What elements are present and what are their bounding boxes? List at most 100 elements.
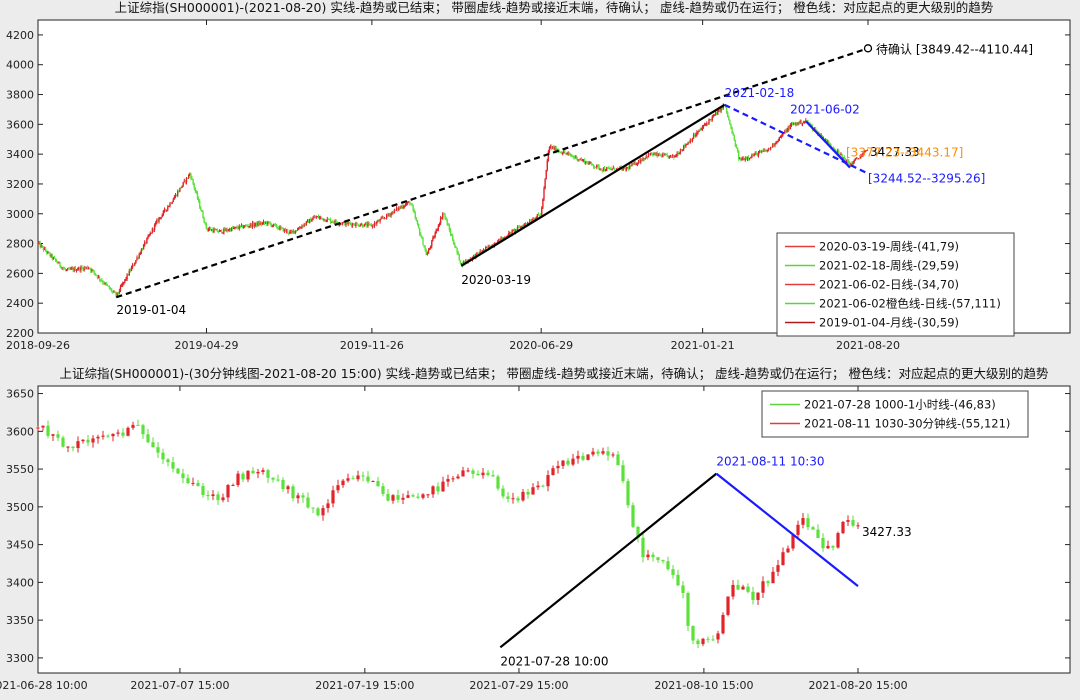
annotation-label: [3244.52--3295.26] (868, 172, 985, 186)
price-candle-body (416, 496, 420, 498)
price-candle-body (728, 116, 730, 120)
trend-line (805, 120, 851, 169)
price-candle-body (437, 225, 440, 230)
price-candle-body (127, 274, 129, 276)
price-candle-body (811, 527, 815, 530)
price-candle-body (512, 230, 514, 232)
price-candle-body (866, 149, 869, 151)
price-candle-body (177, 191, 179, 196)
price-candle-body (86, 267, 89, 269)
price-candle-body (112, 291, 114, 293)
price-candle-body (356, 475, 360, 480)
price-candle-body (768, 148, 771, 150)
price-candle-body (181, 185, 183, 188)
price-candle-body (201, 486, 205, 495)
price-candle-body (257, 222, 259, 226)
price-candle-body (590, 162, 592, 164)
price-candle-body (89, 268, 91, 270)
price-candle-body (67, 268, 69, 270)
price-candle-body (569, 153, 572, 156)
price-candle-body (98, 276, 101, 280)
price-candle-body (136, 257, 138, 261)
price-candle-body (378, 220, 380, 222)
price-candle-body (780, 136, 783, 138)
price-candle-body (296, 229, 299, 231)
price-candle-body (276, 224, 278, 228)
price-candle-body (565, 153, 567, 155)
legend-box (776, 232, 1015, 337)
price-candle-body (746, 586, 750, 592)
price-candle-body (261, 470, 265, 472)
price-candle-body (221, 230, 223, 233)
price-candle-body (380, 217, 382, 220)
price-candle-body (683, 145, 685, 150)
price-candle-body (294, 230, 297, 233)
price-candle-body (773, 143, 775, 146)
price-candle-body (424, 247, 426, 251)
price-candle-body (139, 253, 141, 255)
price-candle-body (560, 152, 563, 154)
price-candle-body (116, 292, 118, 296)
price-candle-body (422, 238, 424, 246)
price-candle-body (369, 223, 371, 225)
price-candle-body (312, 218, 314, 220)
price-candle-body (315, 216, 317, 218)
y-tick-label: 3300 (6, 652, 34, 665)
price-candle-body (59, 262, 61, 267)
price-candle-body (147, 236, 149, 239)
price-candle-body (420, 234, 422, 237)
price-candle-body (71, 268, 73, 270)
price-candle-body (709, 119, 711, 121)
price-candle-body (349, 223, 352, 225)
price-candle-body (86, 439, 90, 443)
price-candle-body (81, 267, 83, 269)
price-candle-body (458, 253, 460, 261)
price-candle-body (186, 478, 190, 484)
price-candle-body (738, 151, 740, 159)
price-candle-body (376, 222, 378, 224)
y-tick-label: 3550 (6, 463, 34, 476)
price-candle-body (654, 154, 656, 156)
price-candle-body (427, 249, 430, 254)
price-candle-body (346, 221, 348, 225)
price-candle-body (57, 262, 59, 264)
price-candle-body (521, 226, 523, 228)
price-candle-body (506, 496, 510, 499)
price-candle-body (700, 128, 702, 130)
price-candle-body (731, 127, 733, 134)
x-tick-label: 2018-09-26 (6, 339, 70, 352)
price-candle-body (305, 221, 308, 225)
price-candle-body (687, 142, 689, 145)
price-candle-body (361, 475, 365, 477)
price-candle-body (325, 221, 327, 223)
price-candle-body (800, 120, 803, 125)
price-candle-body (497, 240, 499, 244)
price-candle-body (781, 552, 785, 566)
price-candle-body (351, 478, 355, 480)
price-candle-body (148, 235, 150, 237)
price-candle-body (836, 533, 840, 548)
price-candle-body (146, 434, 150, 443)
price-candle-body (346, 478, 350, 481)
price-candle-body (200, 207, 202, 211)
price-candle-body (816, 529, 820, 538)
price-candle-body (488, 245, 490, 248)
price-candle-body (261, 222, 264, 225)
y-tick-label: 3600 (6, 118, 34, 131)
price-candle-body (404, 204, 407, 207)
price-candle-body (267, 221, 269, 225)
price-candle-body (766, 149, 768, 151)
price-candle-body (827, 141, 829, 143)
y-tick-label: 3350 (6, 614, 34, 627)
price-candle-body (296, 495, 300, 499)
price-candle-body (477, 252, 479, 254)
price-candle-body (694, 134, 696, 137)
price-candle-body (202, 211, 204, 219)
y-tick-label: 4200 (6, 29, 34, 42)
price-candle-body (596, 165, 598, 167)
price-candle-body (216, 229, 218, 232)
price-candle-body (50, 254, 52, 257)
annotation-label: 3427.33 (870, 145, 920, 159)
price-candle-body (411, 203, 413, 206)
price-candle-body (388, 214, 390, 216)
